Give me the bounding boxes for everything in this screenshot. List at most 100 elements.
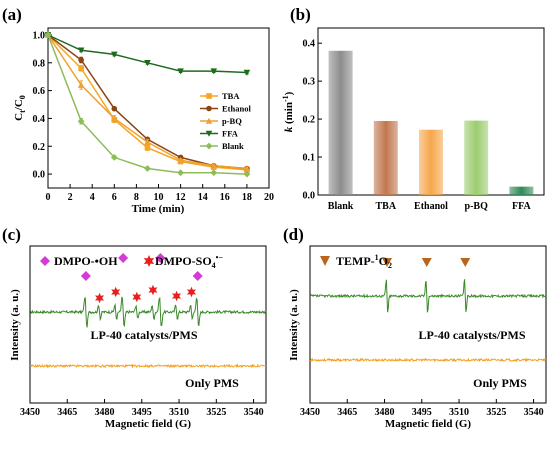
data-point bbox=[111, 51, 118, 58]
data-point bbox=[243, 170, 251, 178]
temp-peak-marker bbox=[421, 258, 432, 267]
panel-c-xtick-label: 3540 bbox=[244, 407, 264, 418]
data-point bbox=[78, 57, 84, 63]
bar-blank bbox=[328, 50, 353, 195]
panel-c: (c) 3450 3465 3480 3495 3510 3525 3540 DMPO-•O… bbox=[2, 225, 267, 430]
panel-d-xlabel: Magnetic field (G) bbox=[385, 418, 471, 430]
so4-peak-marker bbox=[111, 286, 121, 298]
oh-peak-marker bbox=[118, 253, 129, 263]
panel-d-xtick-label: 3510 bbox=[449, 407, 469, 418]
data-point bbox=[110, 153, 118, 161]
data-point bbox=[144, 59, 151, 67]
panel-b-ytick-label: 0.2 bbox=[303, 115, 316, 126]
legend-label: Ethanol bbox=[222, 104, 251, 114]
data-point bbox=[78, 65, 84, 72]
series-p-bq bbox=[44, 31, 251, 172]
so4-peak-marker bbox=[148, 284, 158, 296]
category-label: TBA bbox=[376, 201, 397, 212]
data-point bbox=[144, 138, 151, 145]
data-point bbox=[210, 169, 218, 177]
triangle-marker-icon bbox=[320, 256, 330, 266]
panel-d-series-label-0: LP-40 catalysts/PMS bbox=[419, 328, 526, 342]
panel-a-xtick-label: 14 bbox=[198, 192, 208, 203]
panel-a-label: (a) bbox=[2, 5, 22, 24]
panel-c-series-label-0: LP-40 catalysts/PMS bbox=[91, 328, 198, 342]
panel-c-frame bbox=[29, 245, 267, 404]
panel-a-ytick-label: 0.0 bbox=[33, 170, 46, 181]
temp-peak-marker bbox=[382, 258, 393, 267]
series-blank bbox=[44, 31, 251, 178]
series-line bbox=[47, 34, 247, 175]
panel-a-xtick-label: 18 bbox=[242, 192, 252, 203]
panel-a-xtick-label: 6 bbox=[112, 192, 117, 203]
data-point bbox=[144, 144, 151, 151]
panel-a-ytick-label: 0.8 bbox=[33, 58, 46, 69]
panel-d-xtick-label: 3465 bbox=[337, 407, 357, 418]
so4-peak-marker bbox=[172, 290, 182, 302]
panel-c-legend-so4: DMPO-SO4•− bbox=[155, 253, 223, 270]
data-point bbox=[111, 105, 118, 112]
star-marker-icon bbox=[143, 255, 155, 267]
temp-peak-marker bbox=[460, 258, 471, 267]
so4-peak-marker bbox=[95, 292, 105, 304]
epr-trace-catalyst bbox=[29, 296, 267, 328]
so4-peak-marker bbox=[186, 286, 196, 298]
panel-d-label: (d) bbox=[283, 225, 304, 244]
panel-a-xtick-label: 12 bbox=[176, 192, 186, 203]
bar-ffa bbox=[509, 186, 534, 195]
panel-d-legend-temp: TEMP-1O2 bbox=[336, 253, 392, 270]
legend-marker bbox=[206, 105, 212, 112]
epr-trace-catalyst bbox=[309, 279, 547, 313]
panel-a-xtick-label: 0 bbox=[46, 192, 51, 203]
panel-c-xlabel: Magnetic field (G) bbox=[105, 418, 191, 430]
diamond-marker-icon bbox=[40, 256, 50, 266]
panel-c-xtick-label: 3525 bbox=[206, 407, 226, 418]
panel-a-xlabel: Time (min) bbox=[132, 203, 185, 215]
panel-d-xtick-label: 3495 bbox=[412, 407, 432, 418]
series-tba bbox=[45, 32, 250, 173]
panel-d-xtick-label: 3525 bbox=[486, 407, 506, 418]
panel-a-xtick-label: 2 bbox=[68, 192, 73, 203]
panel-a-xtick-label: 8 bbox=[134, 192, 139, 203]
panel-a: (a) 0 2 4 6 8 10 12 14 16 18 200.00.20.40.60.81.0 … bbox=[2, 5, 274, 215]
data-point bbox=[77, 81, 85, 88]
panel-a-ylabel: Ct/C0 bbox=[13, 95, 27, 121]
data-point bbox=[243, 69, 251, 76]
panel-c-xtick-label: 3480 bbox=[95, 407, 115, 418]
series-line bbox=[47, 34, 247, 74]
data-point bbox=[177, 169, 184, 177]
panel-d-xtick-label: 3480 bbox=[375, 407, 395, 418]
panel-b-ytick-label: 0.1 bbox=[303, 153, 316, 164]
panel-d-series-label-1: Only PMS bbox=[473, 376, 527, 390]
legend-marker bbox=[206, 93, 212, 99]
panel-a-legend: TBA Ethanol p-BQ FFA Blank bbox=[200, 91, 251, 151]
panel-b-ytick-label: 0.4 bbox=[303, 39, 316, 50]
legend-label: Blank bbox=[222, 141, 244, 151]
panel-d-xtick-label: 3450 bbox=[300, 407, 320, 418]
data-point bbox=[210, 68, 218, 75]
panel-c-series-label-1: Only PMS bbox=[185, 376, 239, 390]
legend-label: p-BQ bbox=[222, 116, 242, 126]
data-point bbox=[77, 117, 85, 125]
panel-c-label: (c) bbox=[2, 225, 21, 244]
data-point bbox=[243, 165, 251, 172]
data-point bbox=[210, 162, 218, 169]
category-label: Blank bbox=[328, 201, 354, 212]
series-ffa bbox=[44, 32, 251, 76]
panel-b-ytick-label: 0.0 bbox=[303, 191, 316, 202]
bar-ethanol bbox=[419, 129, 443, 195]
panel-a-xtick-label: 10 bbox=[154, 192, 164, 203]
panel-b-label: (b) bbox=[290, 5, 311, 24]
data-point bbox=[77, 47, 85, 54]
epr-trace-only-pms bbox=[29, 363, 266, 369]
oh-peak-marker bbox=[155, 253, 166, 263]
panel-c-legend: DMPO-•OH DMPO-SO4•− bbox=[40, 253, 223, 270]
data-point bbox=[111, 115, 118, 122]
panel-c-ylabel: Intensity (a. u.) bbox=[9, 289, 21, 361]
legend-label: FFA bbox=[222, 129, 239, 139]
panel-b-ytick-label: 0.3 bbox=[303, 77, 316, 88]
panel-c-xtick-label: 3450 bbox=[20, 407, 40, 418]
panel-a-xtick-label: 20 bbox=[264, 192, 274, 203]
panel-d-frame bbox=[309, 245, 547, 404]
category-label: Ethanol bbox=[414, 201, 448, 212]
